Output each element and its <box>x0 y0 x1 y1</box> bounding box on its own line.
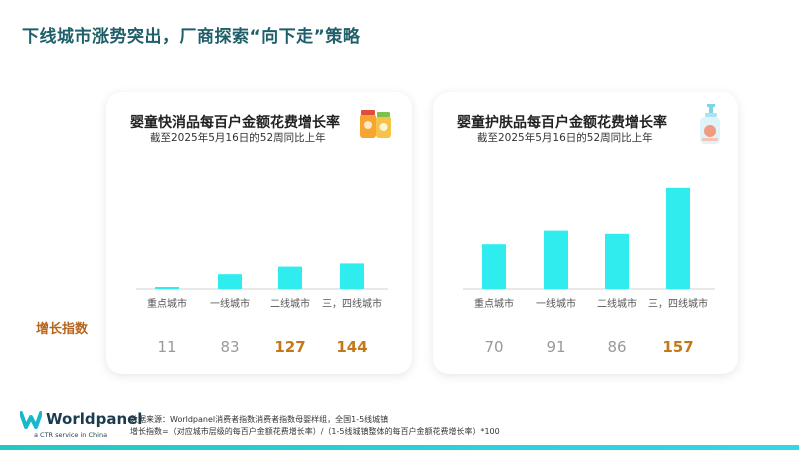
source-line: 数据来源：Worldpanel消费者指数消费者指数母婴样组，全国1-5线城镇 <box>130 415 389 424</box>
bar <box>340 263 364 289</box>
lotion-bottle-icon <box>700 104 720 144</box>
bar <box>155 287 179 289</box>
growth-index-value: 83 <box>220 338 239 356</box>
bottom-accent-bar <box>0 445 799 450</box>
bar-chart-fmcg: 重点城市 11 一线城市 83 二线城市 127 三，四线城市 144 <box>136 263 388 356</box>
source-notes: 数据来源：Worldpanel消费者指数消费者指数母婴样组，全国1-5线城镇 增… <box>130 414 500 438</box>
chart-subtitle: 截至2025年5月16日的52周同比上年 <box>477 132 653 144</box>
growth-index-value: 157 <box>662 338 693 356</box>
chart-subtitle: 截至2025年5月16日的52周同比上年 <box>150 132 326 144</box>
bar <box>666 187 690 289</box>
bar <box>218 274 242 289</box>
chart-panel-1: 婴童快消品每百户金额花费增长率 截至2025年5月16日的52周同比上年 重点城… <box>106 92 412 374</box>
growth-index-value: 86 <box>607 338 626 356</box>
chart-title: 婴童护肤品每百户金额花费增长率 <box>457 115 667 131</box>
formula-line: 增长指数=（对应城市层级的每百户金额花费增长率）/（1-5线城镇整体的每百户金额… <box>130 427 500 436</box>
logo-subtext: a CTR service in China <box>34 431 108 439</box>
growth-index-value: 144 <box>336 338 367 356</box>
x-tick-label: 重点城市 <box>147 297 187 310</box>
growth-index-value: 11 <box>157 338 176 356</box>
chart-title: 婴童快消品每百户金额花费增长率 <box>130 115 340 131</box>
growth-index-label: 增长指数 <box>36 322 89 337</box>
bar <box>482 244 506 289</box>
growth-index-value: 127 <box>274 338 305 356</box>
x-tick-label: 二线城市 <box>597 297 637 310</box>
growth-index-value: 70 <box>484 338 503 356</box>
worldpanel-logo-icon <box>20 411 42 429</box>
x-tick-label: 三，四线城市 <box>322 297 382 310</box>
x-tick-label: 重点城市 <box>474 297 514 310</box>
x-tick-label: 二线城市 <box>270 297 310 310</box>
bar <box>544 230 568 289</box>
growth-index-value: 91 <box>546 338 565 356</box>
logo-text: Worldpanel <box>46 410 143 428</box>
bar <box>278 266 302 289</box>
bar <box>605 233 629 289</box>
x-tick-label: 一线城市 <box>210 297 250 310</box>
bar-chart-skincare: 重点城市 70 一线城市 91 二线城市 86 三，四线城市 157 <box>463 187 715 356</box>
x-tick-label: 一线城市 <box>536 297 576 310</box>
page-title: 下线城市涨势突出，厂商探索“向下走”策略 <box>22 27 361 47</box>
x-tick-label: 三，四线城市 <box>648 297 708 310</box>
baby-food-jars-icon <box>360 110 391 138</box>
chart-panel-2: 婴童护肤品每百户金额花费增长率 截至2025年5月16日的52周同比上年 重点城… <box>433 92 738 374</box>
